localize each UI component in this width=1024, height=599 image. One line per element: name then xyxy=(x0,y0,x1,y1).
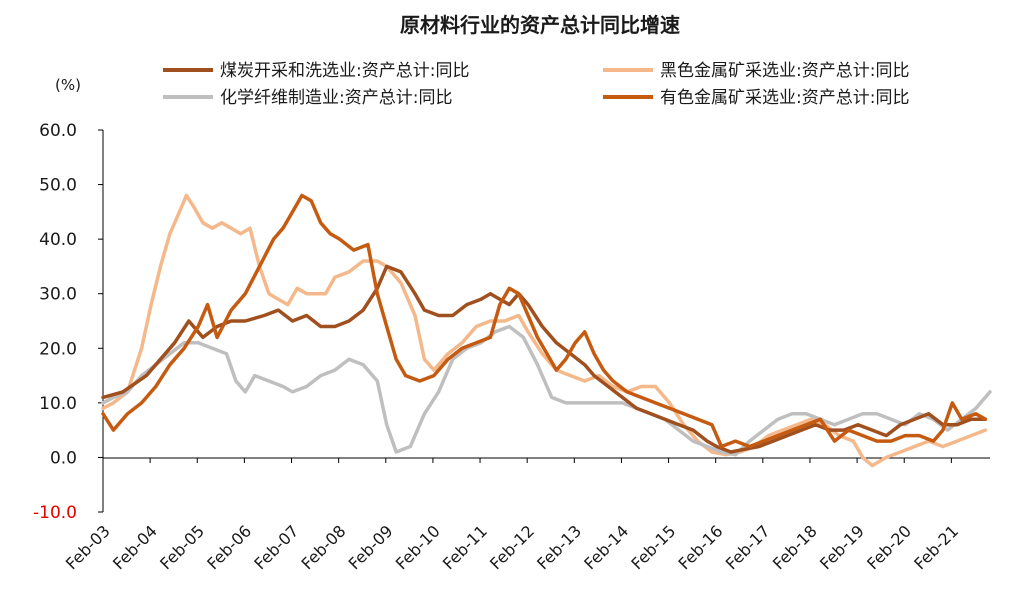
x-axis: Feb-03Feb-04Feb-05Feb-06Feb-07Feb-08Feb-… xyxy=(62,458,962,573)
x-tick-label: Feb-06 xyxy=(203,521,255,573)
x-tick-label: Feb-05 xyxy=(156,521,208,573)
series-line xyxy=(101,193,988,449)
legend-label: 煤炭开采和洗选业:资产总计:同比 xyxy=(220,61,469,81)
x-tick-label: Feb-04 xyxy=(109,521,161,573)
y-axis: 60.0 50.0 40.0 30.0 20.0 10.0 0.0 -10.0 xyxy=(33,121,103,523)
x-tick-label: Feb-19 xyxy=(816,521,868,573)
y-tick-label: 30.0 xyxy=(39,285,77,305)
x-tick-label: Feb-17 xyxy=(722,521,774,573)
series-line xyxy=(101,324,992,457)
y-tick-label: 10.0 xyxy=(39,394,77,414)
y-tick-label: -10.0 xyxy=(33,503,77,523)
x-tick-label: Feb-18 xyxy=(769,521,821,573)
x-tick-label: Feb-15 xyxy=(627,521,679,573)
y-tick-label: 60.0 xyxy=(39,121,77,141)
x-tick-label: Feb-11 xyxy=(439,521,491,573)
x-tick-label: Feb-13 xyxy=(533,521,585,573)
x-tick-label: Feb-14 xyxy=(580,521,632,573)
y-tick-label: 0.0 xyxy=(50,448,77,468)
chart-title: 原材料行业的资产总计同比增速 xyxy=(400,13,680,37)
legend: 煤炭开采和洗选业:资产总计:同比 黑色金属矿采选业:资产总计:同比化学纤维制造业:… xyxy=(163,61,909,108)
legend-label: 黑色金属矿采选业:资产总计:同比 xyxy=(660,61,909,81)
y-tick-label: 40.0 xyxy=(39,230,77,250)
x-tick-label: Feb-03 xyxy=(62,521,114,573)
x-tick-label: Feb-08 xyxy=(298,521,350,573)
x-tick-label: Feb-21 xyxy=(910,521,962,573)
x-tick-label: Feb-12 xyxy=(486,521,538,573)
y-axis-unit: (%) xyxy=(55,76,81,94)
legend-label: 有色金属矿采选业:资产总计:同比 xyxy=(660,88,909,108)
x-tick-label: Feb-10 xyxy=(392,521,444,573)
y-tick-label: 50.0 xyxy=(39,176,77,196)
x-tick-label: Feb-07 xyxy=(250,521,302,573)
y-tick-label: 20.0 xyxy=(39,339,77,359)
x-tick-label: Feb-09 xyxy=(345,521,397,573)
legend-label: 化学纤维制造业:资产总计:同比 xyxy=(220,88,452,108)
x-tick-label: Feb-16 xyxy=(675,521,727,573)
x-tick-label: Feb-20 xyxy=(863,521,915,573)
series-line xyxy=(101,264,988,454)
plot-area xyxy=(101,193,992,468)
